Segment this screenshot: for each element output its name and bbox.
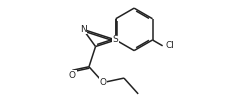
Text: Cl: Cl [166, 41, 175, 50]
Text: O: O [69, 71, 76, 80]
Text: O: O [100, 78, 107, 87]
Text: S: S [113, 35, 119, 44]
Text: N: N [80, 25, 86, 34]
